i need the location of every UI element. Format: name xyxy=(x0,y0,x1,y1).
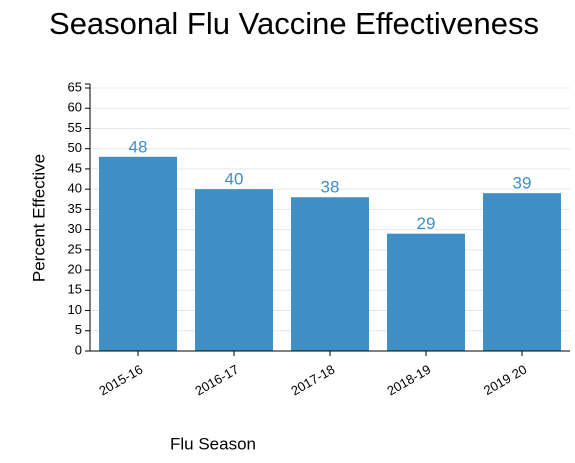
y-tick-label: 30 xyxy=(68,221,82,236)
y-tick-label: 60 xyxy=(68,100,82,115)
y-axis-label: Percent Effective xyxy=(29,154,48,282)
y-tick-label: 55 xyxy=(68,120,82,135)
bar xyxy=(387,233,465,351)
x-tick-label: 2017-18 xyxy=(288,362,337,399)
data-label: 39 xyxy=(513,174,532,193)
bar xyxy=(99,156,177,351)
x-axis-label: Flu Season xyxy=(170,434,256,453)
y-tick-label: 40 xyxy=(68,181,82,196)
bar xyxy=(483,193,561,351)
data-label: 40 xyxy=(225,170,244,189)
y-tick-label: 45 xyxy=(68,160,82,175)
x-tick-label: 2015-16 xyxy=(96,362,145,399)
y-tick-label: 20 xyxy=(68,262,82,277)
x-tick-label: 2016-17 xyxy=(192,362,241,399)
data-label: 29 xyxy=(417,214,436,233)
chart-title: Seasonal Flu Vaccine Effectiveness xyxy=(49,6,539,41)
y-tick-label: 5 xyxy=(75,322,82,337)
y-tick-label: 10 xyxy=(68,302,82,317)
bar xyxy=(291,197,369,351)
x-tick-label: 2018-19 xyxy=(384,362,433,399)
data-label: 38 xyxy=(321,178,340,197)
y-tick-label: 15 xyxy=(68,282,82,297)
y-tick-label: 25 xyxy=(68,241,82,256)
y-tick-label: 35 xyxy=(68,201,82,216)
y-tick-label: 50 xyxy=(68,140,82,155)
y-tick-label: 65 xyxy=(68,79,82,94)
y-tick-label: 0 xyxy=(75,342,82,357)
bar xyxy=(195,189,273,351)
data-label: 48 xyxy=(129,137,148,156)
x-tick-label: 2019 20 xyxy=(481,362,529,398)
